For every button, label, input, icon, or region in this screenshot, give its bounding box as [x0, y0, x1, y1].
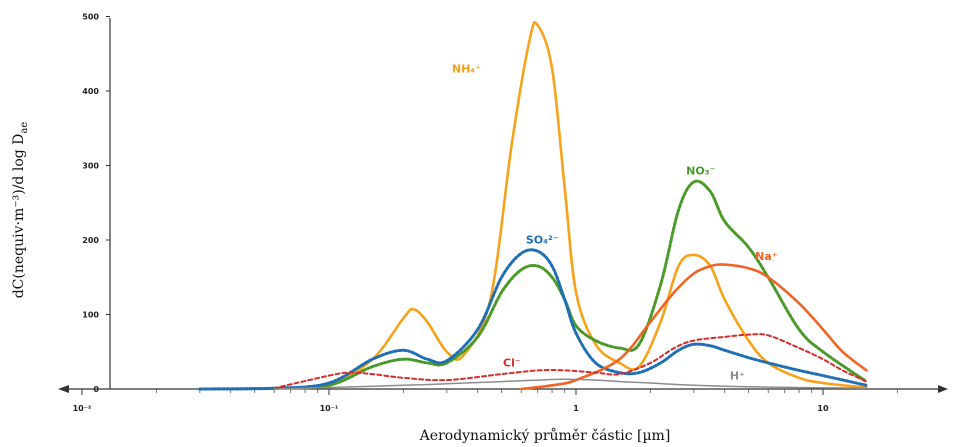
y-axis-label-subscript: ae — [19, 122, 30, 134]
series-label: NO₃⁻ — [686, 164, 715, 177]
tick-marks: 0 100 200 300 400 500 10⁻² 10⁻¹ 1 10 — [73, 13, 898, 413]
x-axis-label: Aerodynamický průměr částic [µm] — [419, 427, 671, 444]
series-label: NH₄⁺ — [452, 62, 481, 75]
series-line — [519, 263, 868, 391]
series-labels: NH₄⁺ NO₃⁻ SO₄²⁻ Na⁺ Cl⁻ H⁺ — [452, 62, 778, 382]
series-line — [198, 21, 868, 391]
series-line — [273, 378, 868, 390]
series-label: Cl⁻ — [503, 357, 521, 370]
series-lines — [198, 21, 868, 391]
x-tick-label: 10 — [817, 404, 829, 413]
series-line — [273, 333, 868, 390]
x-tick-label: 1 — [573, 404, 579, 413]
series-label: Na⁺ — [755, 250, 778, 263]
y-tick-label: 300 — [82, 162, 99, 171]
y-tick-label: 400 — [82, 87, 99, 96]
y-tick-label: 0 — [93, 385, 99, 394]
y-tick-label: 500 — [82, 13, 99, 22]
y-axis-label-group: dC(nequiv·m⁻³)/d log Dae — [11, 122, 30, 299]
x-axis-left-arrow — [58, 385, 69, 393]
y-tick-label: 200 — [82, 236, 99, 245]
y-tick-label: 100 — [82, 311, 99, 320]
y-axis-label: dC(nequiv·m⁻³)/d log D — [11, 134, 27, 299]
series-line — [198, 179, 868, 391]
series-label: SO₄²⁻ — [526, 234, 559, 247]
x-tick-label: 10⁻² — [73, 404, 92, 413]
series-line — [198, 248, 868, 391]
x-axis-right-arrow — [938, 385, 948, 393]
x-tick-label: 10⁻¹ — [320, 404, 339, 413]
series-label: H⁺ — [730, 369, 745, 382]
